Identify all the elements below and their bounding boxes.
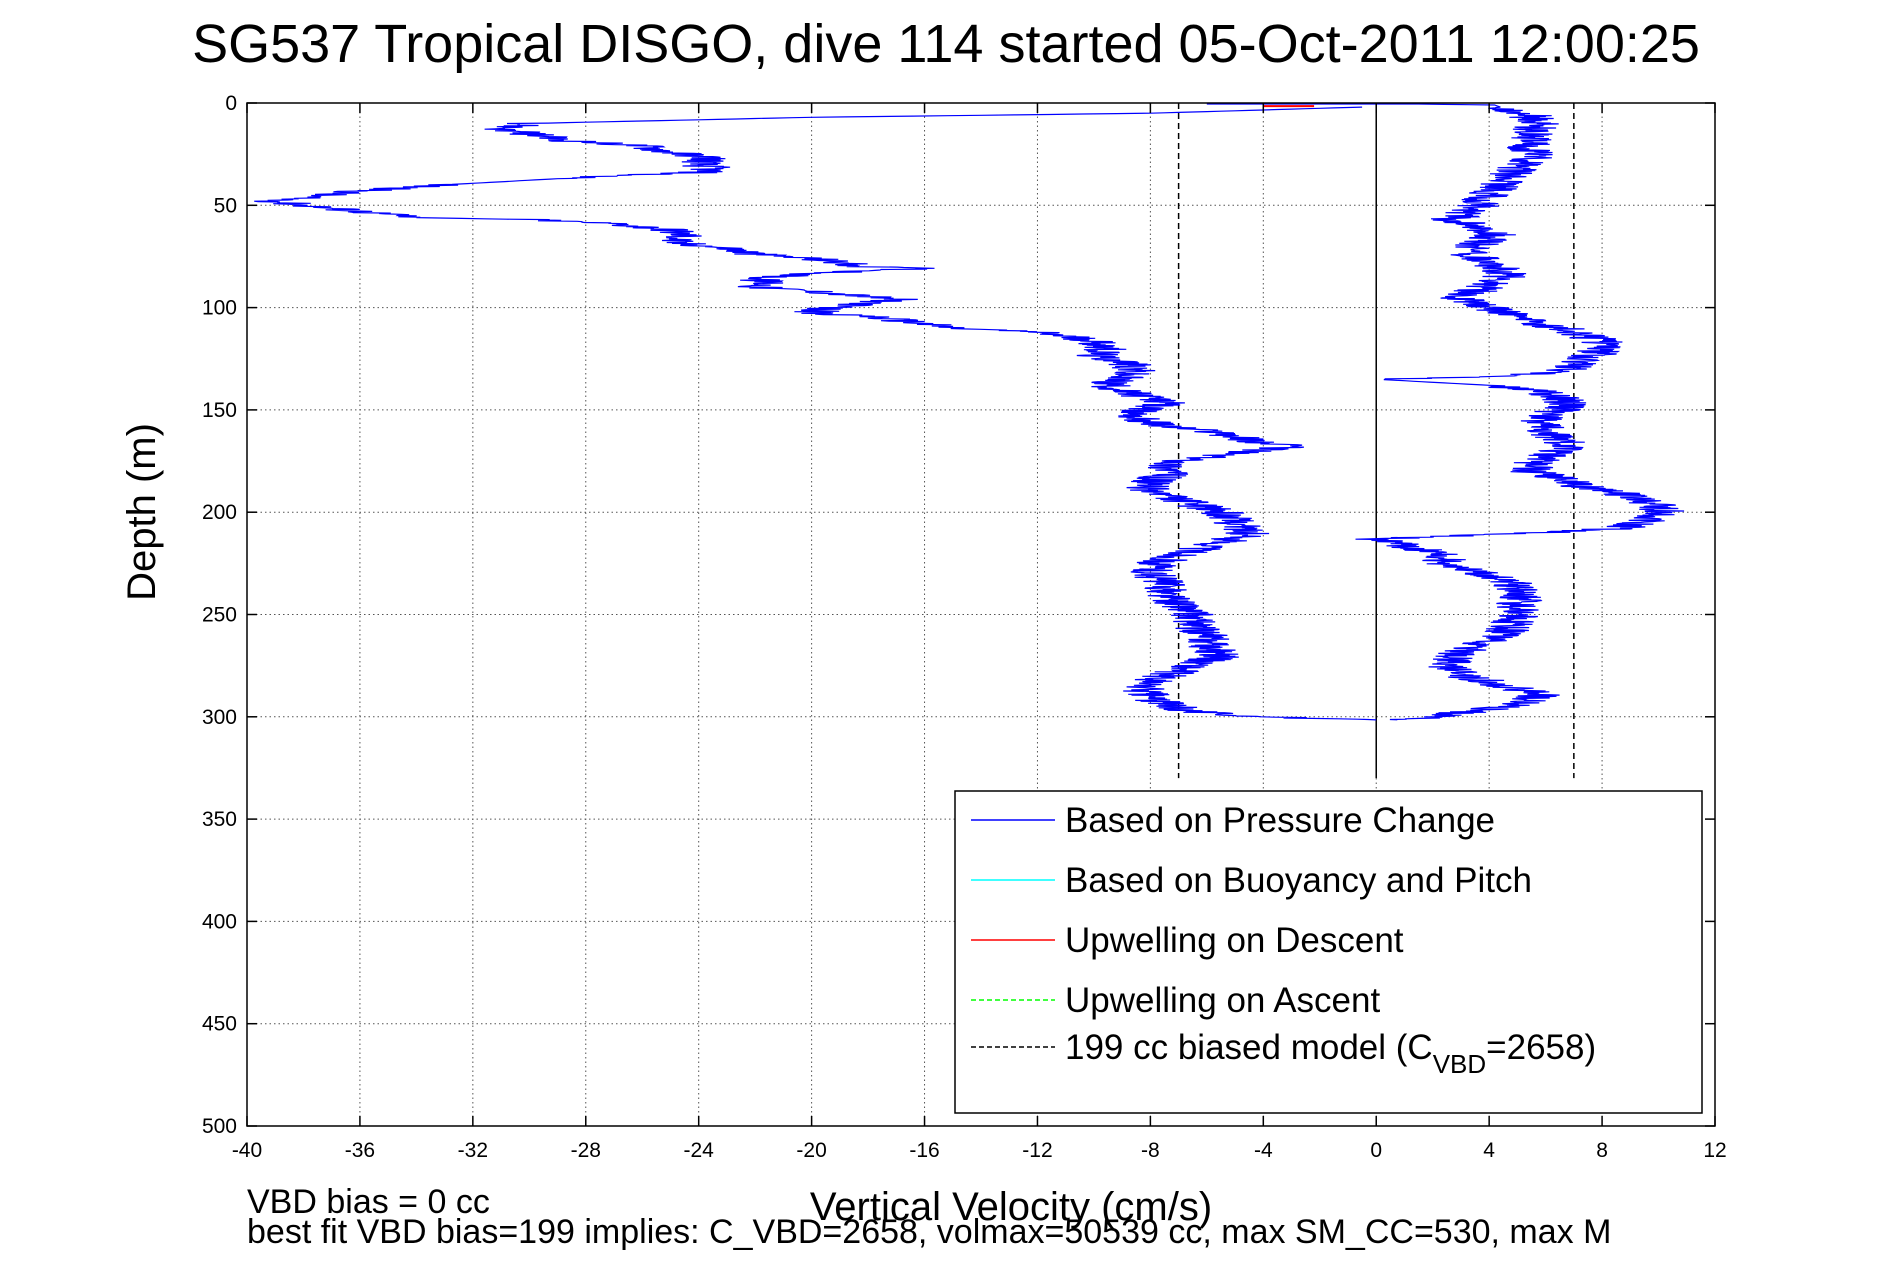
x-tick-label: -24 (684, 1139, 715, 1162)
y-tick-label: 150 (202, 399, 237, 422)
y-tick-label: 100 (202, 297, 237, 320)
x-tick-label: 12 (1703, 1139, 1726, 1162)
pressure-change-descent-line (254, 106, 1377, 721)
chart-title: SG537 Tropical DISGO, dive 114 started 0… (192, 14, 1700, 74)
y-tick-label: 0 (225, 92, 237, 115)
legend-label: Upwelling on Descent (1065, 921, 1404, 960)
pressure-change-ascent-line (1206, 103, 1685, 721)
y-tick-label: 200 (202, 501, 237, 524)
legend-label: Based on Pressure Change (1065, 801, 1495, 840)
x-tick-label: -12 (1022, 1139, 1052, 1162)
y-tick-label: 250 (202, 604, 237, 627)
legend-label: Based on Buoyancy and Pitch (1065, 861, 1532, 900)
x-tick-label: -8 (1141, 1139, 1160, 1162)
x-tick-label: -32 (458, 1139, 488, 1162)
y-tick-label: 300 (202, 706, 237, 729)
y-tick-label: 350 (202, 808, 237, 831)
legend-label: Upwelling on Ascent (1065, 981, 1380, 1020)
y-axis-label: Depth (m) (120, 423, 164, 601)
x-axis-label: Vertical Velocity (cm/s) (810, 1185, 1212, 1229)
y-tick-label: 500 (202, 1115, 237, 1138)
x-tick-label: -28 (571, 1139, 601, 1162)
x-tick-label: 8 (1596, 1139, 1608, 1162)
x-tick-label: -36 (345, 1139, 375, 1162)
y-axis-ticks: 0 50 100 150 200 250 300 350 400 450 500 (202, 92, 1715, 1138)
legend: Based on Pressure Change Based on Buoyanc… (954, 790, 1703, 1114)
x-tick-label: -16 (909, 1139, 939, 1162)
footnote-vbd-bias: VBD bias = 0 cc (247, 1183, 490, 1221)
x-tick-label: 4 (1483, 1139, 1495, 1162)
x-tick-label: 0 (1370, 1139, 1382, 1162)
x-tick-label: -40 (232, 1139, 262, 1162)
legend-box (954, 790, 1703, 1114)
x-tick-label: -20 (796, 1139, 826, 1162)
footnote-best-fit: best fit VBD bias=199 implies: C_VBD=265… (247, 1213, 1611, 1251)
x-axis-ticks: -40 -36 -32 -28 -24 -20 -16 -12 -8 -4 0 4 8 12 (232, 103, 1727, 1162)
y-tick-label: 450 (202, 1013, 237, 1036)
legend-label: 199 cc biased model (CVBD=2658) (1065, 1028, 1596, 1079)
series-lines (254, 103, 1685, 721)
x-tick-label: -4 (1254, 1139, 1273, 1162)
y-tick-label: 50 (214, 194, 237, 217)
y-tick-label: 400 (202, 910, 237, 933)
